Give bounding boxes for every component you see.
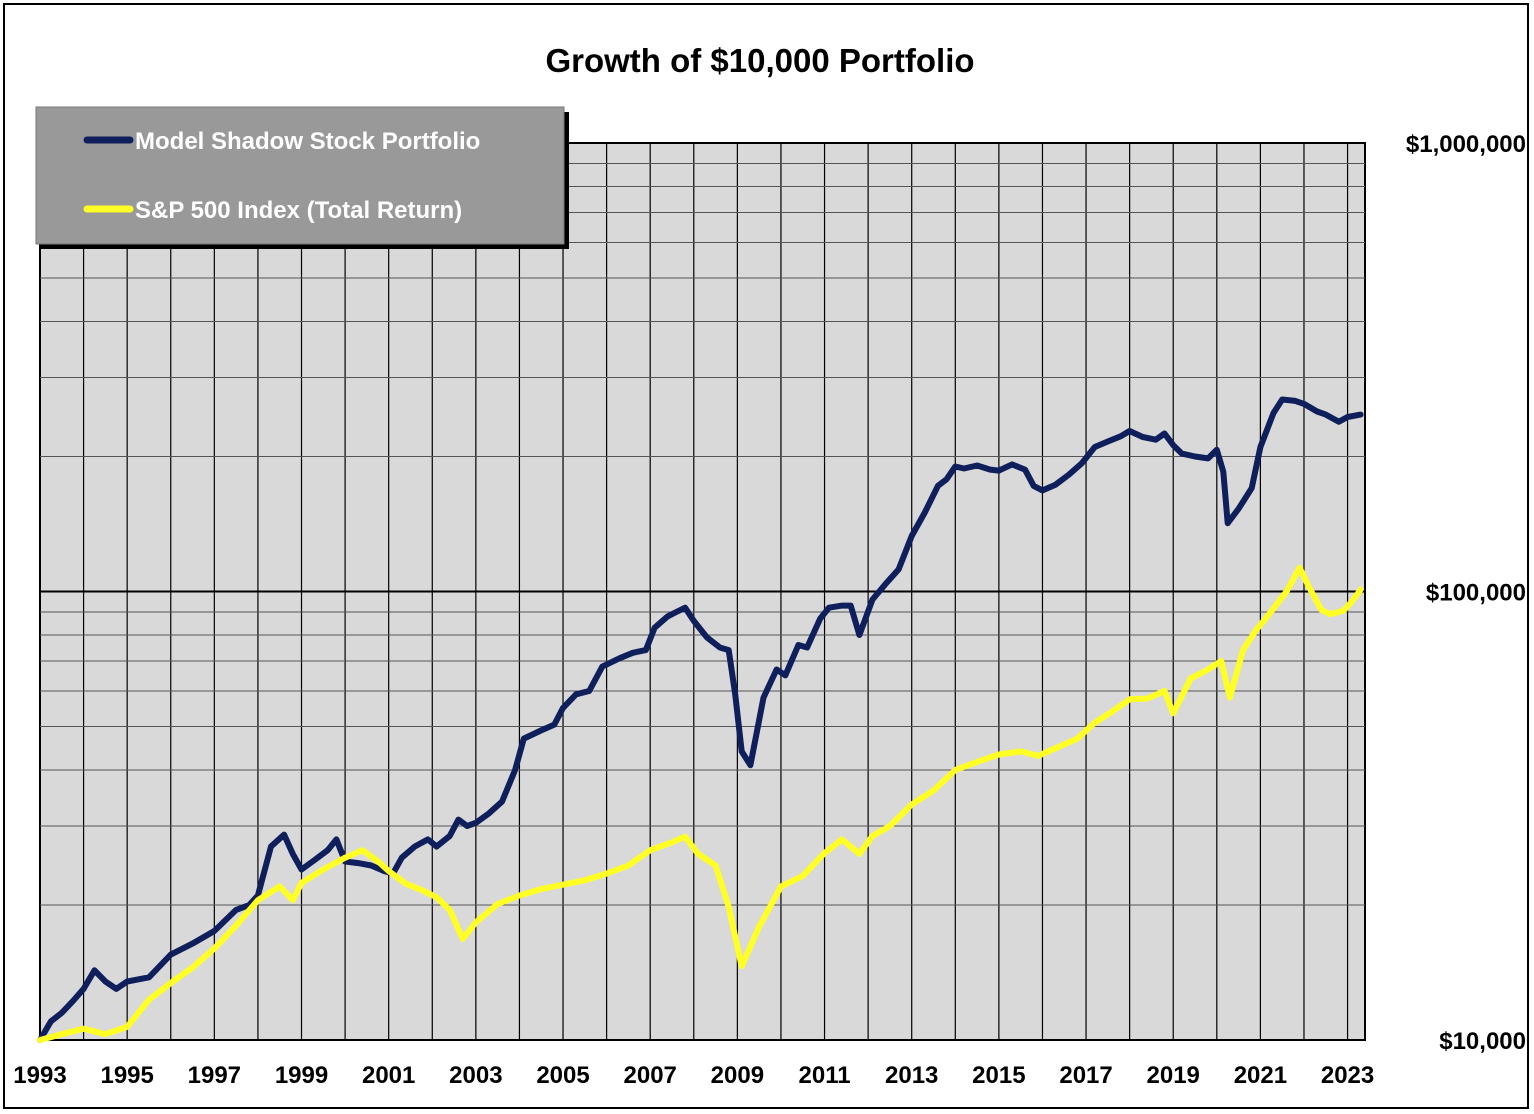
series-line-1 bbox=[37, 564, 1364, 1043]
x-tick-label-2005: 2005 bbox=[536, 1062, 589, 1089]
chart-title: Growth of $10,000 Portfolio bbox=[545, 42, 974, 79]
y-axis-labels: $1,000,000 $100,000 $10,000 bbox=[1406, 131, 1526, 1055]
x-tick-label-2021: 2021 bbox=[1234, 1062, 1287, 1089]
chart-frame bbox=[3, 3, 1529, 1109]
y-tick-label-10000: $10,000 bbox=[1439, 1028, 1526, 1055]
x-tick-label-2019: 2019 bbox=[1147, 1062, 1200, 1089]
x-tick-label-1999: 1999 bbox=[275, 1062, 328, 1089]
x-tick-label-2015: 2015 bbox=[972, 1062, 1025, 1089]
legend-label-sp500: S&P 500 Index (Total Return) bbox=[135, 197, 462, 224]
x-tick-label-2009: 2009 bbox=[711, 1062, 764, 1089]
y-tick-label-1000000: $1,000,000 bbox=[1406, 131, 1526, 158]
x-tick-label-2013: 2013 bbox=[885, 1062, 938, 1089]
x-tick-label-1993: 1993 bbox=[13, 1062, 66, 1089]
x-tick-label-2023: 2023 bbox=[1321, 1062, 1374, 1089]
series-line-0 bbox=[37, 396, 1364, 1043]
legend-box bbox=[35, 106, 565, 245]
grid-lines bbox=[39, 143, 1365, 1041]
y-tick-label-100000: $100,000 bbox=[1426, 580, 1526, 607]
x-axis-labels: 1993 1995 1997 1999 2001 2003 2005 2007 2009 2011… bbox=[13, 1062, 1374, 1089]
x-tick-label-2001: 2001 bbox=[362, 1062, 415, 1089]
x-tick-label-2011: 2011 bbox=[799, 1062, 851, 1089]
legend-label-model-shadow-stock: Model Shadow Stock Portfolio bbox=[135, 128, 480, 155]
series-lines bbox=[37, 396, 1364, 1043]
x-tick-label-2017: 2017 bbox=[1059, 1062, 1112, 1089]
x-tick-label-2007: 2007 bbox=[624, 1062, 677, 1089]
legend: Model Shadow Stock Portfolio S&P 500 Ind… bbox=[35, 106, 569, 249]
x-tick-label-2003: 2003 bbox=[449, 1062, 502, 1089]
x-tick-label-1995: 1995 bbox=[100, 1062, 153, 1089]
x-tick-label-1997: 1997 bbox=[188, 1062, 241, 1089]
